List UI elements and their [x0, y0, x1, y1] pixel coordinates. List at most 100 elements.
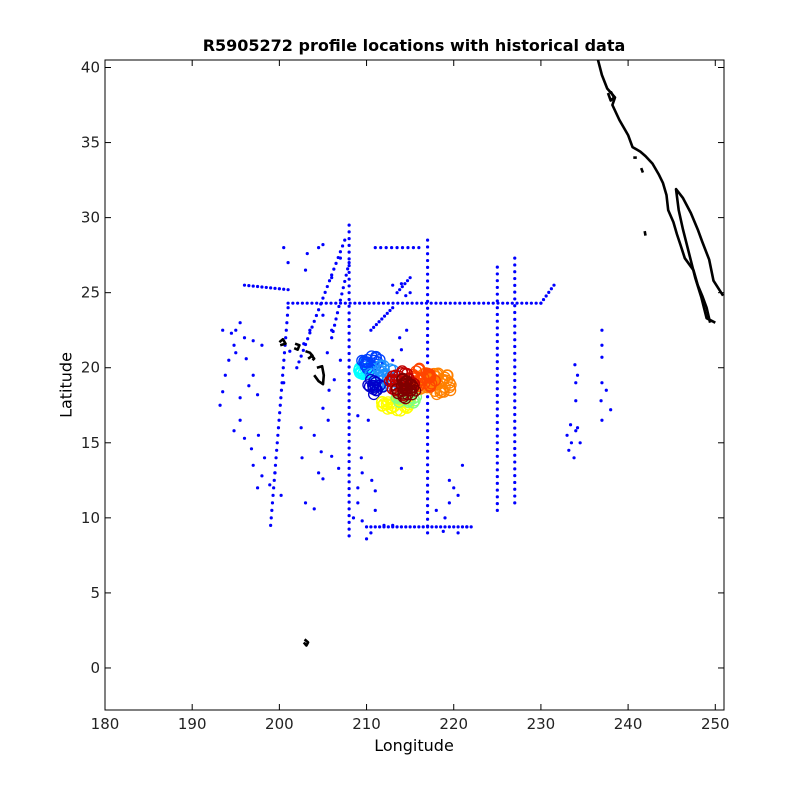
historical-point [330, 336, 334, 340]
x-axis-label: Longitude [374, 736, 454, 755]
historical-point [273, 463, 278, 467]
historical-point [513, 378, 517, 383]
historical-point [338, 256, 342, 260]
historical-point [411, 246, 416, 250]
historical-point [439, 301, 443, 305]
profile-locations-layer [353, 350, 457, 417]
historical-point [529, 301, 533, 305]
historical-point [312, 507, 316, 511]
historical-point [282, 358, 286, 362]
historical-point [513, 331, 517, 335]
historical-point [425, 449, 430, 453]
historical-point [332, 323, 337, 327]
historical-point [569, 441, 574, 445]
historical-point [221, 390, 225, 394]
y-tick-label: 0 [90, 659, 100, 677]
coastline [674, 187, 724, 324]
historical-point [347, 331, 351, 335]
historical-point [338, 250, 342, 254]
historical-point [486, 301, 491, 305]
y-tick-label: 5 [90, 584, 100, 602]
historical-point [408, 291, 412, 295]
historical-point [281, 373, 285, 377]
historical-point [242, 436, 247, 440]
historical-point [495, 468, 499, 472]
historical-point [327, 388, 331, 392]
historical-point [495, 414, 499, 418]
historical-point [278, 403, 282, 407]
historical-point [251, 339, 255, 343]
historical-point [384, 246, 388, 250]
coastline [309, 353, 316, 362]
historical-point [495, 360, 499, 364]
historical-point [600, 328, 604, 332]
historical-point [456, 493, 460, 497]
historical-point [574, 399, 578, 403]
historical-point [347, 277, 351, 281]
axis-ticks: 180 190 200 210 220 230 240 250 0 5 10 15 20 25 30 35 40 [81, 59, 730, 733]
historical-point [447, 501, 451, 505]
historical-point [443, 525, 447, 529]
historical-point [301, 348, 305, 352]
historical-point [495, 373, 499, 377]
historical-point [574, 429, 578, 433]
historical-point [495, 488, 499, 492]
historical-point [369, 531, 373, 535]
y-axis-label: Latitude [56, 352, 76, 418]
historical-point [513, 358, 517, 362]
coastline [643, 230, 647, 236]
historical-point [513, 338, 517, 342]
historical-point [425, 333, 430, 338]
historical-point [306, 337, 310, 341]
historical-point [600, 418, 604, 422]
historical-point [410, 301, 414, 305]
historical-point [398, 288, 402, 292]
historical-point [513, 304, 517, 308]
historical-point [321, 477, 325, 481]
historical-point [513, 406, 517, 410]
historical-point [425, 347, 430, 351]
historical-point [327, 279, 332, 283]
profile-location-marker [358, 355, 371, 368]
historical-point [425, 361, 430, 365]
historical-point [285, 321, 289, 325]
historical-point [425, 497, 430, 501]
historical-point [251, 373, 255, 377]
historical-point [242, 283, 247, 287]
historical-point [513, 270, 517, 274]
historical-point [340, 244, 345, 248]
historical-point [425, 415, 430, 419]
historical-point [534, 301, 538, 305]
historical-point [417, 525, 421, 529]
historical-point [360, 519, 364, 523]
x-tick-label: 230 [527, 715, 556, 733]
historical-point [434, 301, 438, 305]
historical-point [347, 358, 351, 362]
historical-point [495, 441, 499, 445]
historical-point [513, 290, 517, 294]
historical-point [372, 301, 376, 305]
historical-point [404, 525, 408, 529]
historical-point [347, 250, 351, 254]
historical-point [378, 525, 382, 529]
historical-point [447, 525, 451, 529]
historical-point [308, 328, 312, 332]
historical-point [297, 360, 301, 364]
historical-point [285, 313, 290, 317]
profile-location-marker [397, 377, 410, 390]
historical-point [316, 246, 321, 250]
historical-point [316, 308, 321, 312]
historical-point [513, 494, 517, 498]
historical-point [495, 326, 499, 330]
historical-point [425, 510, 430, 515]
historical-point [373, 525, 377, 529]
historical-point [513, 263, 517, 267]
historical-point [272, 486, 276, 490]
historical-point [312, 433, 316, 437]
historical-point [300, 456, 304, 460]
historical-point [347, 324, 351, 329]
historical-point [332, 267, 336, 271]
historical-point [600, 355, 604, 359]
profile-location-marker [425, 377, 438, 390]
